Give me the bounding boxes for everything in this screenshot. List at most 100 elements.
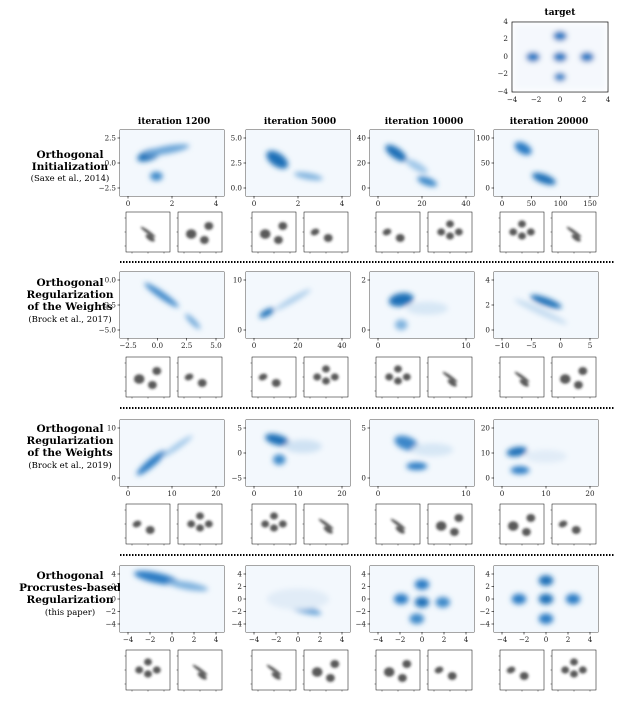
x-tick-label: 100: [554, 199, 568, 208]
thumbnail-blob: [326, 674, 335, 682]
row-label-0: Orthogonal Initialization (Saxe et al., …: [31, 149, 110, 184]
thumbnail-frame: [551, 356, 597, 398]
y-tick-label: −2: [105, 607, 116, 616]
thumbnail-plot: [124, 649, 171, 692]
thumbnail-blob: [145, 234, 155, 242]
x-tick-label: 4: [340, 199, 345, 208]
thumbnail-blob: [519, 672, 529, 680]
thumbnail-blob: [559, 374, 571, 384]
x-tick-label: 20: [293, 341, 303, 350]
x-tick-label: 50: [527, 199, 537, 208]
thumbnail-plot: [426, 211, 473, 254]
density-plot: 0 10 20 5 0 −5: [231, 419, 351, 498]
density-blob: [435, 597, 451, 608]
thumbnail-plot: [374, 649, 421, 692]
density-blob: [150, 171, 163, 181]
thumbnail-frame: [177, 356, 223, 398]
thumbnail-blob: [187, 520, 196, 528]
x-tick-label: 0: [126, 199, 131, 208]
row-label-line: Orthogonal: [37, 149, 104, 161]
x-tick-label: 0: [500, 489, 505, 498]
thumbnail-blob: [578, 666, 587, 674]
density-plot: 0 50 100 150 100 50 0: [476, 129, 599, 208]
x-tick-label: 2: [442, 635, 447, 644]
row-label-3: Orthogonal Procrustes-based Regularizati…: [19, 570, 121, 618]
thumbnail-frame: [375, 356, 421, 398]
x-tick-label: 0: [376, 199, 381, 208]
y-tick-label: 0: [237, 595, 242, 604]
thumbnail-blob: [570, 658, 578, 666]
density-blob: [144, 144, 190, 156]
column-title: iteration 5000: [264, 117, 336, 127]
x-tick-label: 2.5: [181, 341, 193, 350]
density-blob: [565, 593, 581, 605]
x-tick-label: 4: [214, 635, 219, 644]
thumbnail-frame: [303, 649, 349, 691]
row-label-1: Orthogonal Regularization of the Weights…: [27, 277, 114, 325]
thumbnail-plot: [124, 503, 171, 546]
density-blob: [273, 454, 286, 465]
x-tick-label: 0: [252, 199, 257, 208]
density-blob: [405, 159, 428, 174]
thumbnail-blob: [382, 228, 392, 236]
x-tick-label: 0: [420, 635, 425, 644]
x-tick-label: 20: [585, 489, 595, 498]
y-tick-label: 20: [357, 159, 367, 168]
thumbnail-frame: [499, 211, 545, 253]
thumbnail-blob: [447, 672, 457, 680]
x-tick-label: −2: [145, 635, 156, 644]
thumbnail-blob: [398, 674, 407, 682]
y-tick-label: 4: [485, 570, 490, 579]
target-title: target: [545, 8, 577, 18]
density-blob: [136, 450, 166, 476]
x-tick-label: 0.0: [152, 341, 164, 350]
row-label-line: Regularization: [27, 594, 114, 606]
y-tick-label: −5: [231, 474, 242, 483]
y-tick-label: 5.0: [231, 134, 243, 143]
thumbnail-plot: [176, 649, 223, 692]
row-label-line: Orthogonal: [37, 277, 104, 289]
thumbnail-blob: [318, 518, 334, 530]
thumbnail-blob: [395, 234, 405, 242]
density-blob: [409, 613, 425, 625]
density-plot: 0 20 40 40 20 0: [357, 129, 475, 208]
thumbnail-blob: [518, 220, 526, 228]
y-tick-label: 4: [361, 570, 366, 579]
y-tick-label: 2: [237, 582, 242, 591]
thumbnail-blob: [509, 228, 518, 236]
thumbnail-blob: [434, 666, 444, 674]
density-blob: [532, 172, 556, 185]
x-tick-label: 0: [252, 489, 257, 498]
density-plot: 0 2 4 5.0 2.5 0.0: [231, 129, 351, 208]
thumbnail-blob: [526, 228, 535, 236]
x-tick-label: 2: [296, 199, 301, 208]
thumbnail-blob: [313, 373, 322, 381]
y-tick-label: 5: [237, 424, 242, 433]
row-label-line: of the Weights: [27, 447, 112, 459]
thumbnail-blob: [192, 664, 208, 676]
thumbnail-blob: [454, 514, 464, 522]
y-tick-label: 4: [485, 276, 490, 285]
column-title: iteration 10000: [385, 117, 463, 127]
density-blob: [406, 462, 428, 471]
y-tick-label: 40: [357, 134, 367, 143]
thumbnail-blob: [322, 365, 330, 373]
density-blob: [414, 597, 430, 608]
x-tick-label: 40: [337, 341, 347, 350]
y-tick-label: 0.0: [231, 184, 243, 193]
density-blob: [274, 289, 311, 311]
row-label-2: Orthogonal Regularization of the Weights…: [27, 423, 114, 471]
thumbnail-blob: [145, 526, 155, 534]
column-titles: iteration 1200 iteration 5000 iteration …: [138, 117, 588, 127]
thumbnail-plot: [498, 503, 545, 546]
density-blob: [265, 433, 290, 446]
density-blob: [388, 292, 414, 307]
x-tick-label: −2: [395, 635, 406, 644]
x-tick-label: 5: [588, 341, 593, 350]
density-blob: [161, 435, 193, 458]
thumbnail-frame: [177, 211, 223, 253]
x-tick-label: 0: [544, 635, 549, 644]
thumbnail-frame: [375, 649, 421, 691]
